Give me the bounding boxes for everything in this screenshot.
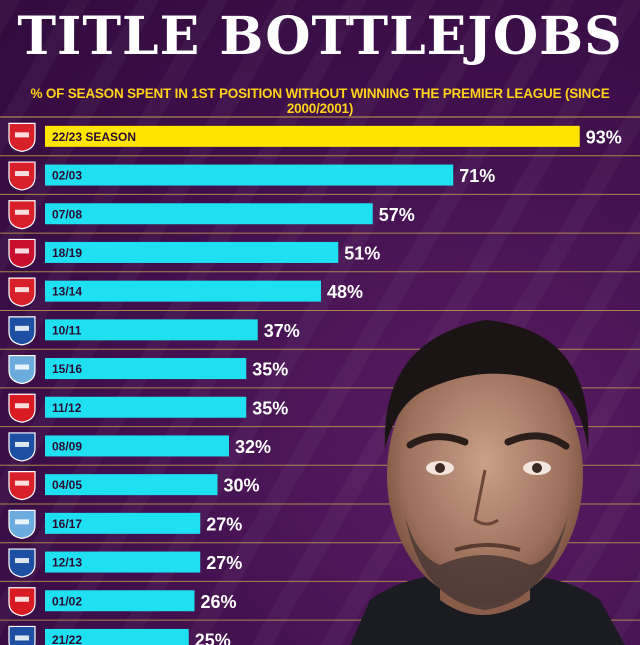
bar-value-label: 30% xyxy=(224,476,260,496)
bar-value-label: 26% xyxy=(201,592,237,612)
crest-detail xyxy=(15,596,29,602)
crest-detail xyxy=(15,480,29,486)
bar-value-label: 25% xyxy=(195,630,231,645)
bar xyxy=(45,512,201,534)
bar xyxy=(45,396,247,418)
liverpool-crest-icon xyxy=(8,238,36,269)
bar xyxy=(45,474,218,496)
bar xyxy=(45,241,339,263)
bar-label: 22/23 SEASON xyxy=(52,130,136,144)
bar-label: 11/12 xyxy=(52,401,82,415)
bar-value-label: 32% xyxy=(235,437,271,457)
bar-value-label: 27% xyxy=(206,514,242,534)
bar-label: 13/14 xyxy=(52,285,82,299)
bar-value-label: 48% xyxy=(327,282,363,302)
bar-value-label: 57% xyxy=(379,205,415,225)
crest-detail xyxy=(15,132,29,138)
crest-detail xyxy=(15,248,29,254)
bar-value-label: 93% xyxy=(586,127,622,147)
crest-detail xyxy=(15,287,29,293)
bar xyxy=(45,319,258,341)
bar-value-label: 51% xyxy=(344,243,380,263)
bar-label: 08/09 xyxy=(52,439,82,453)
bar-label: 07/08 xyxy=(52,207,82,221)
crest-detail xyxy=(15,171,29,177)
bar-value-label: 27% xyxy=(206,553,242,573)
bar xyxy=(45,358,247,380)
crest-detail xyxy=(15,325,29,331)
bar-value-label: 35% xyxy=(252,360,288,380)
bar-label: 18/19 xyxy=(52,246,82,260)
bar xyxy=(45,628,189,645)
bar-label: 15/16 xyxy=(52,362,82,376)
bar xyxy=(45,590,195,612)
chart-subtitle: % OF SEASON SPENT IN 1ST POSITION WITHOU… xyxy=(30,86,610,116)
bar xyxy=(45,551,201,573)
bar xyxy=(45,164,454,186)
crest-detail xyxy=(15,635,29,641)
bar-label: 02/03 xyxy=(52,169,82,183)
crest-detail xyxy=(15,209,29,215)
bar-label: 10/11 xyxy=(52,323,82,337)
bar-label: 16/17 xyxy=(52,517,82,531)
bar xyxy=(45,435,229,457)
bar-value-label: 71% xyxy=(459,166,495,186)
bar-label: 12/13 xyxy=(52,556,82,570)
crest-detail xyxy=(15,558,29,564)
bar-label: 01/02 xyxy=(52,594,82,608)
crest-detail xyxy=(15,441,29,447)
page-title: TITLE BOTTLEJOBS xyxy=(17,6,623,67)
crest-detail xyxy=(15,403,29,409)
bar xyxy=(45,125,580,147)
bar-value-label: 35% xyxy=(252,398,288,418)
bar xyxy=(45,203,373,225)
bar-value-label: 37% xyxy=(264,321,300,341)
crest-detail xyxy=(15,364,29,370)
bar-label: 21/22 xyxy=(52,633,82,645)
bar-label: 04/05 xyxy=(52,478,82,492)
crest-detail xyxy=(15,519,29,525)
bar xyxy=(45,280,321,302)
manager-portrait xyxy=(350,320,625,645)
